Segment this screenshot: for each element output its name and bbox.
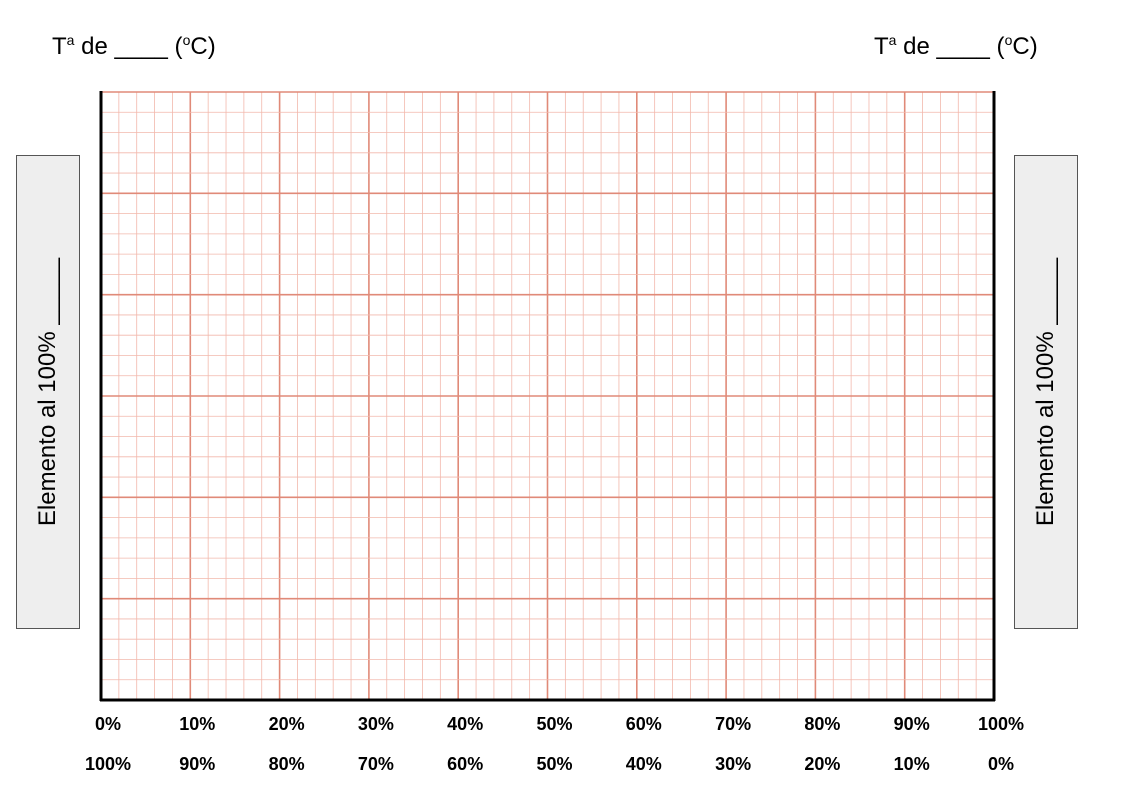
axis-tick-label-bottom: 50%: [536, 754, 573, 774]
axis-tick-label-top: 60%: [625, 714, 662, 734]
axis-tick-label-bottom: 20%: [804, 754, 841, 774]
axis-tick-label-bottom: 0%: [987, 754, 1014, 774]
axis-tick-label-top: 90%: [893, 714, 930, 734]
left-temperature-label: Ta de ____ (oC): [52, 32, 216, 60]
axis-tick-label-bottom: 80%: [268, 754, 305, 774]
axis-tick-label-bottom: 30%: [715, 754, 752, 774]
axis-tick-label-top: 70%: [715, 714, 752, 734]
axis-tick-label-bottom: 60%: [447, 754, 484, 774]
axis-tick-label-top: 80%: [804, 714, 841, 734]
axis-frame: [99, 91, 996, 702]
grid-lines: [100, 91, 995, 701]
axis-tick-label-bottom: 40%: [625, 754, 662, 774]
right-temperature-label: Ta de ____ (oC): [874, 32, 1038, 60]
axis-tick-label-bottom: 70%: [357, 754, 394, 774]
axis-tick-label-bottom: 10%: [893, 754, 930, 774]
axis-tick-label-bottom: 90%: [179, 754, 216, 774]
right-element-box: Elemento al 100% _____: [1014, 155, 1078, 629]
axis-tick-label-top: 0%: [94, 714, 121, 734]
axis-tick-label-top: 50%: [536, 714, 573, 734]
axis-tick-label-top: 30%: [357, 714, 394, 734]
axis-tick-label-top: 40%: [447, 714, 484, 734]
axis-tick-label-top: 10%: [179, 714, 216, 734]
axis-tick-label-top: 100%: [977, 714, 1025, 734]
axis-tick-label-top: 20%: [268, 714, 305, 734]
axis-tick-label-bottom: 100%: [84, 754, 132, 774]
left-element-box: Elemento al 100% _____: [16, 155, 80, 629]
